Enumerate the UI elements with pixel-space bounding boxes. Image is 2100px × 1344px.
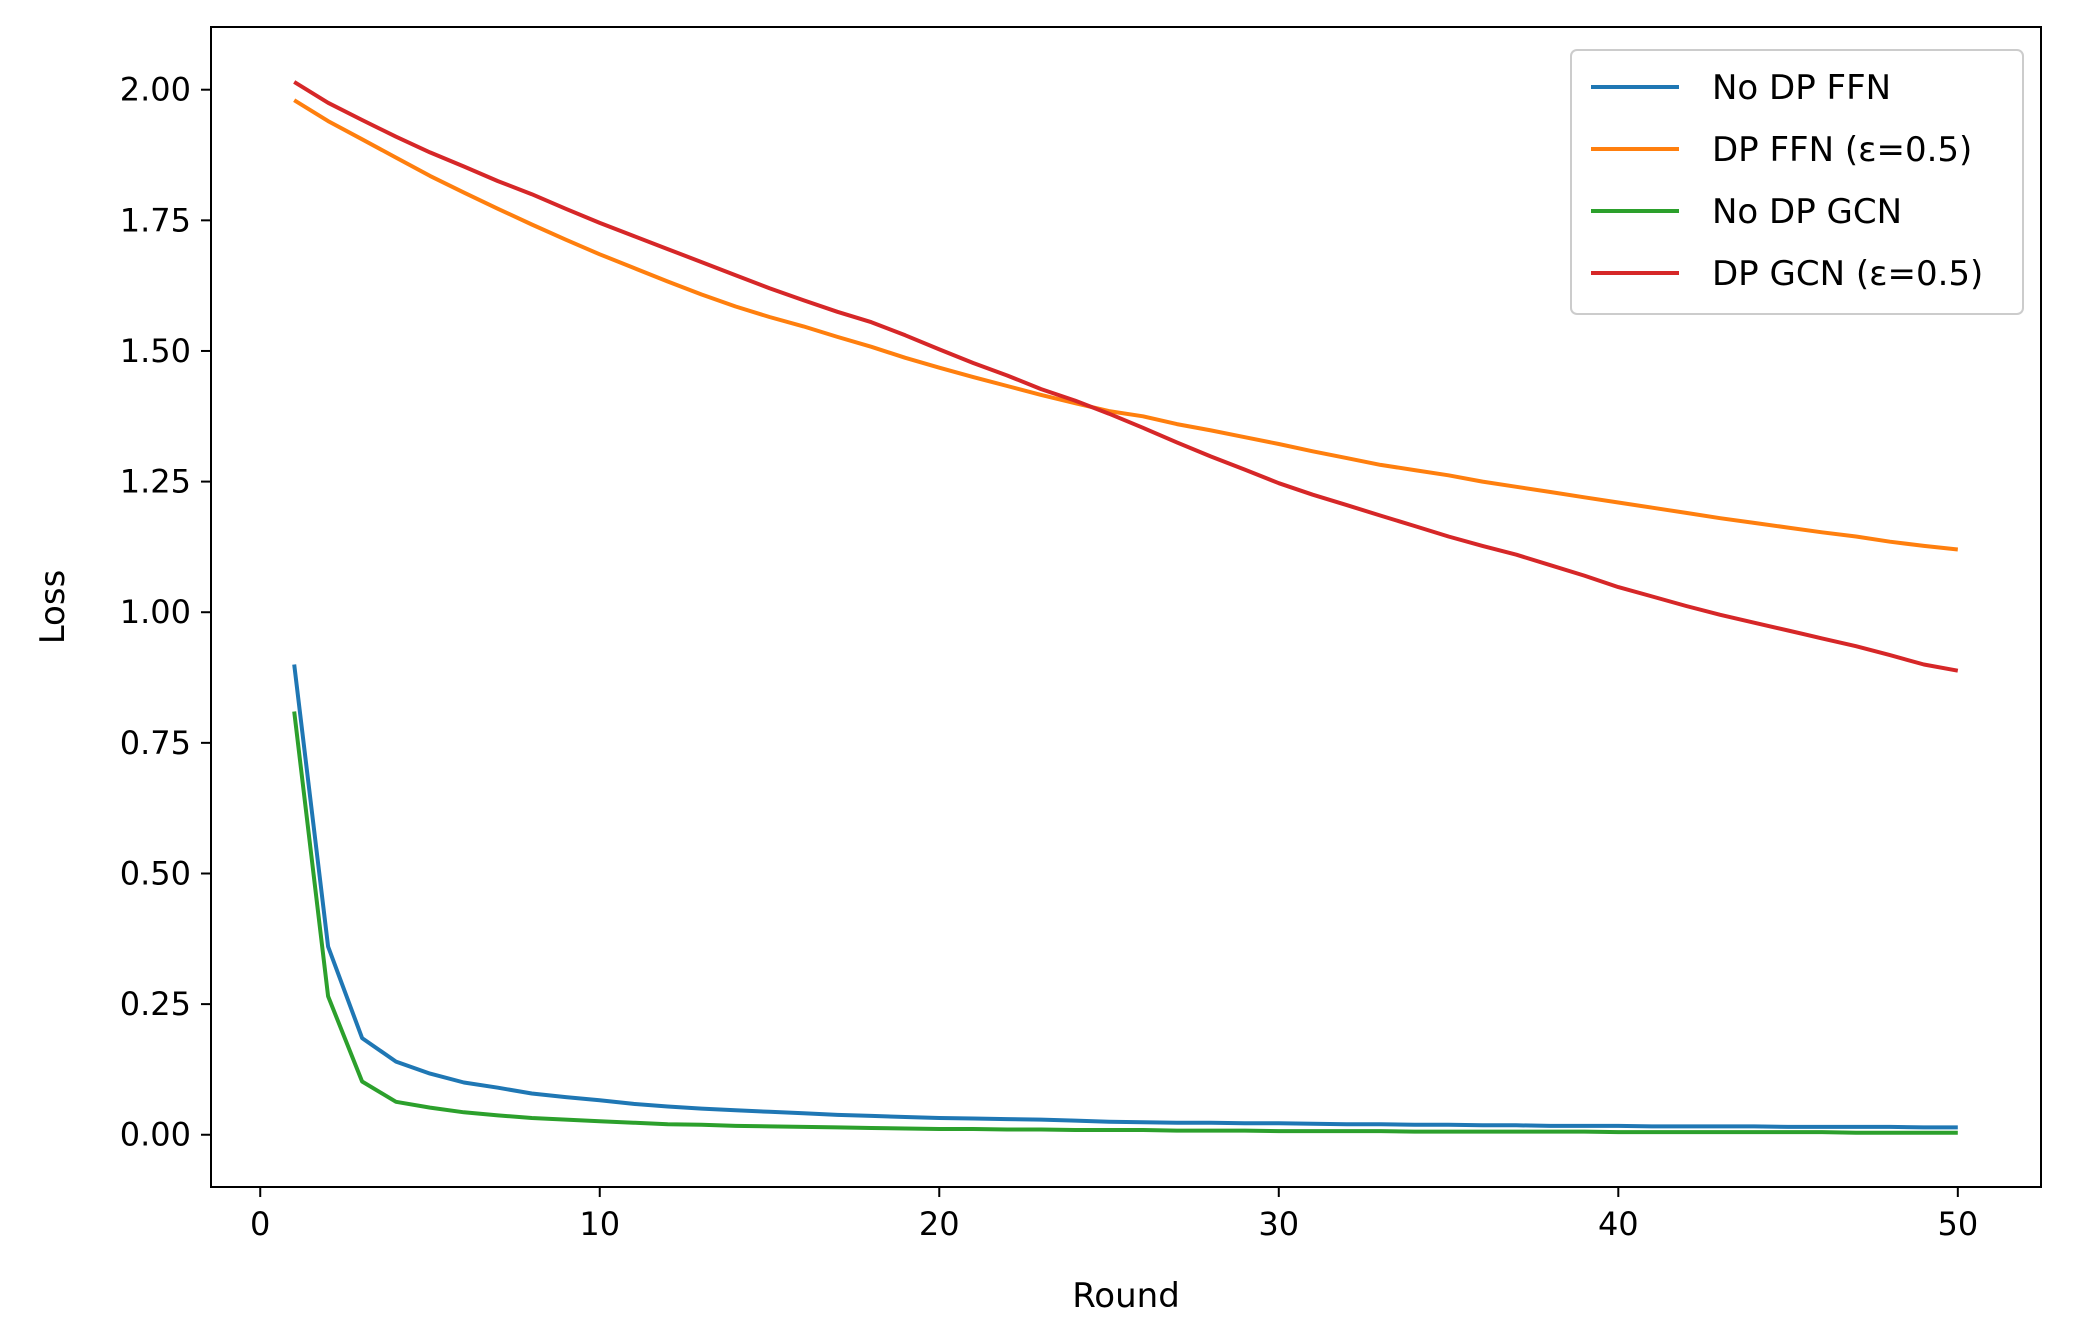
y-axis-label: Loss	[33, 570, 73, 645]
legend-entries: No DP FFN DP FFN (ε=0.5) No DP GCN DP GCN (…	[1591, 68, 1983, 294]
x-axis-ticks: 0 10 20 30 40 50	[250, 1187, 1978, 1243]
x-tick-label: 10	[579, 1205, 620, 1243]
legend-label: DP FFN (ε=0.5)	[1712, 130, 1972, 170]
legend-label: No DP FFN	[1712, 68, 1891, 108]
x-tick-label: 20	[919, 1205, 960, 1243]
legend-label: DP GCN (ε=0.5)	[1712, 254, 1983, 294]
y-tick-label: 1.50	[120, 332, 191, 370]
y-tick-label: 1.00	[120, 593, 191, 631]
legend: No DP FFN DP FFN (ε=0.5) No DP GCN DP GCN (…	[1570, 49, 2024, 315]
series-line-no-dp-gcn	[292, 711, 1958, 1135]
x-tick-label: 30	[1258, 1205, 1299, 1243]
x-tick-label: 0	[250, 1205, 270, 1243]
series-layer	[292, 80, 1959, 1135]
plot-frame	[210, 26, 2042, 1188]
series-line-dp-ffn-0-5	[293, 98, 1959, 552]
y-tick-label: 0.50	[120, 854, 191, 892]
series-line-dp-gcn-0-5	[293, 80, 1959, 673]
y-tick-label: 1.75	[120, 201, 191, 239]
y-tick-label: 2.00	[120, 71, 191, 109]
x-tick-label: 40	[1598, 1205, 1639, 1243]
y-tick-label: 0.75	[120, 724, 191, 762]
y-axis-ticks: 0.00 0.25 0.50 0.75 1.00 1.25 1.50 1.75 2.00	[120, 71, 211, 1154]
y-tick-label: 0.00	[120, 1116, 191, 1154]
x-axis-label: Round	[1072, 1276, 1180, 1316]
x-tick-label: 50	[1937, 1205, 1978, 1243]
legend-label: No DP GCN	[1712, 192, 1902, 232]
legend-box	[1570, 49, 2024, 315]
y-tick-label: 1.25	[120, 463, 191, 501]
series-line-no-dp-ffn	[292, 664, 1958, 1130]
y-tick-label: 0.25	[120, 985, 191, 1023]
